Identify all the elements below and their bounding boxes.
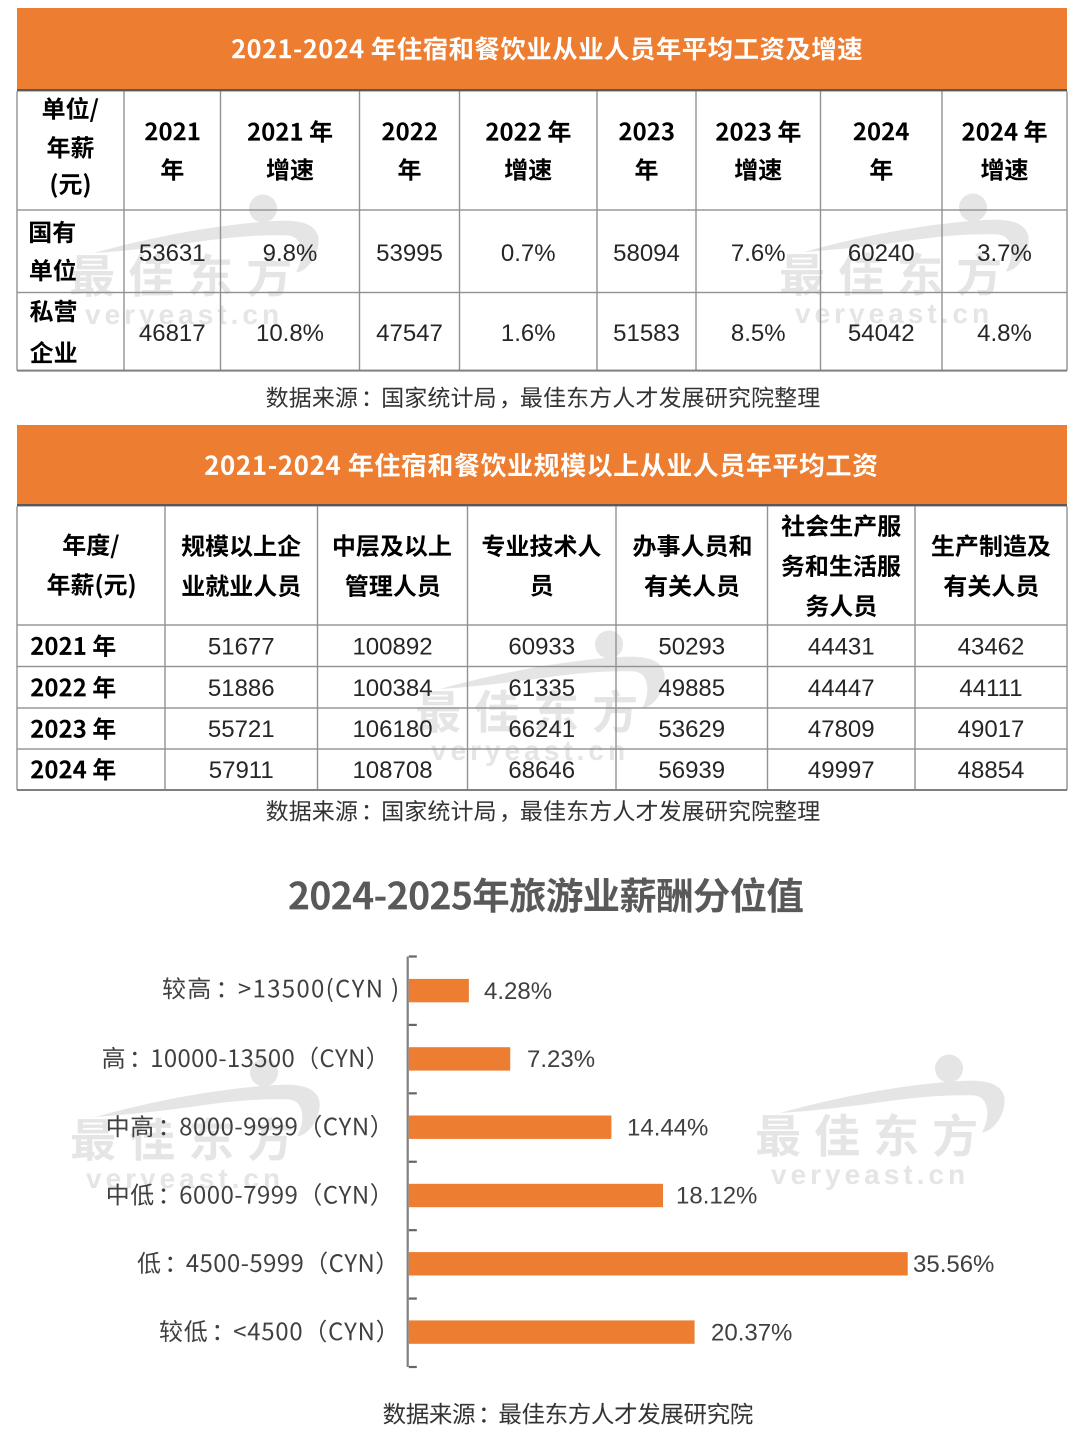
svg-text:44447: 44447 — [808, 675, 875, 702]
svg-text:0.7%: 0.7% — [501, 240, 556, 267]
svg-text:47809: 47809 — [808, 716, 875, 743]
svg-text:51886: 51886 — [208, 675, 275, 702]
svg-text:56939: 56939 — [658, 757, 725, 784]
svg-text:100384: 100384 — [352, 675, 432, 702]
svg-text:51677: 51677 — [208, 633, 275, 660]
svg-text:7.23%: 7.23% — [527, 1046, 595, 1073]
svg-text:14.44%: 14.44% — [627, 1114, 708, 1141]
svg-text:61335: 61335 — [508, 675, 575, 702]
svg-text:44431: 44431 — [808, 633, 875, 660]
svg-text:49885: 49885 — [658, 675, 725, 702]
svg-text:51583: 51583 — [613, 320, 680, 347]
svg-text:58094: 58094 — [613, 240, 680, 267]
svg-text:108708: 108708 — [352, 757, 432, 784]
svg-text:8.5%: 8.5% — [731, 320, 786, 347]
svg-text:7.6%: 7.6% — [731, 240, 786, 267]
svg-text:49997: 49997 — [808, 757, 875, 784]
svg-text:44111: 44111 — [959, 675, 1022, 702]
svg-text:4.28%: 4.28% — [484, 978, 552, 1005]
svg-text:48854: 48854 — [958, 757, 1025, 784]
svg-text:18.12%: 18.12% — [676, 1183, 757, 1210]
svg-text:53629: 53629 — [658, 716, 725, 743]
svg-text:55721: 55721 — [208, 716, 275, 743]
svg-text:50293: 50293 — [658, 633, 725, 660]
svg-text:66241: 66241 — [508, 716, 575, 743]
svg-text:20.37%: 20.37% — [711, 1319, 792, 1346]
svg-text:100892: 100892 — [352, 633, 432, 660]
svg-text:4.8%: 4.8% — [977, 320, 1032, 347]
svg-text:35.56%: 35.56% — [913, 1251, 994, 1278]
svg-text:60240: 60240 — [848, 240, 915, 267]
svg-text:47547: 47547 — [376, 320, 443, 347]
svg-text:3.7%: 3.7% — [977, 240, 1032, 267]
svg-text:68646: 68646 — [508, 757, 575, 784]
svg-text:57911: 57911 — [209, 757, 274, 784]
svg-text:46817: 46817 — [139, 320, 206, 347]
svg-text:54042: 54042 — [848, 320, 915, 347]
svg-text:43462: 43462 — [958, 633, 1025, 660]
svg-text:10.8%: 10.8% — [256, 320, 324, 347]
svg-text:53631: 53631 — [139, 240, 206, 267]
svg-text:53995: 53995 — [376, 240, 443, 267]
svg-text:106180: 106180 — [352, 716, 432, 743]
svg-text:9.8%: 9.8% — [263, 240, 318, 267]
svg-text:60933: 60933 — [508, 633, 575, 660]
svg-text:49017: 49017 — [958, 716, 1025, 743]
svg-text:1.6%: 1.6% — [501, 320, 556, 347]
